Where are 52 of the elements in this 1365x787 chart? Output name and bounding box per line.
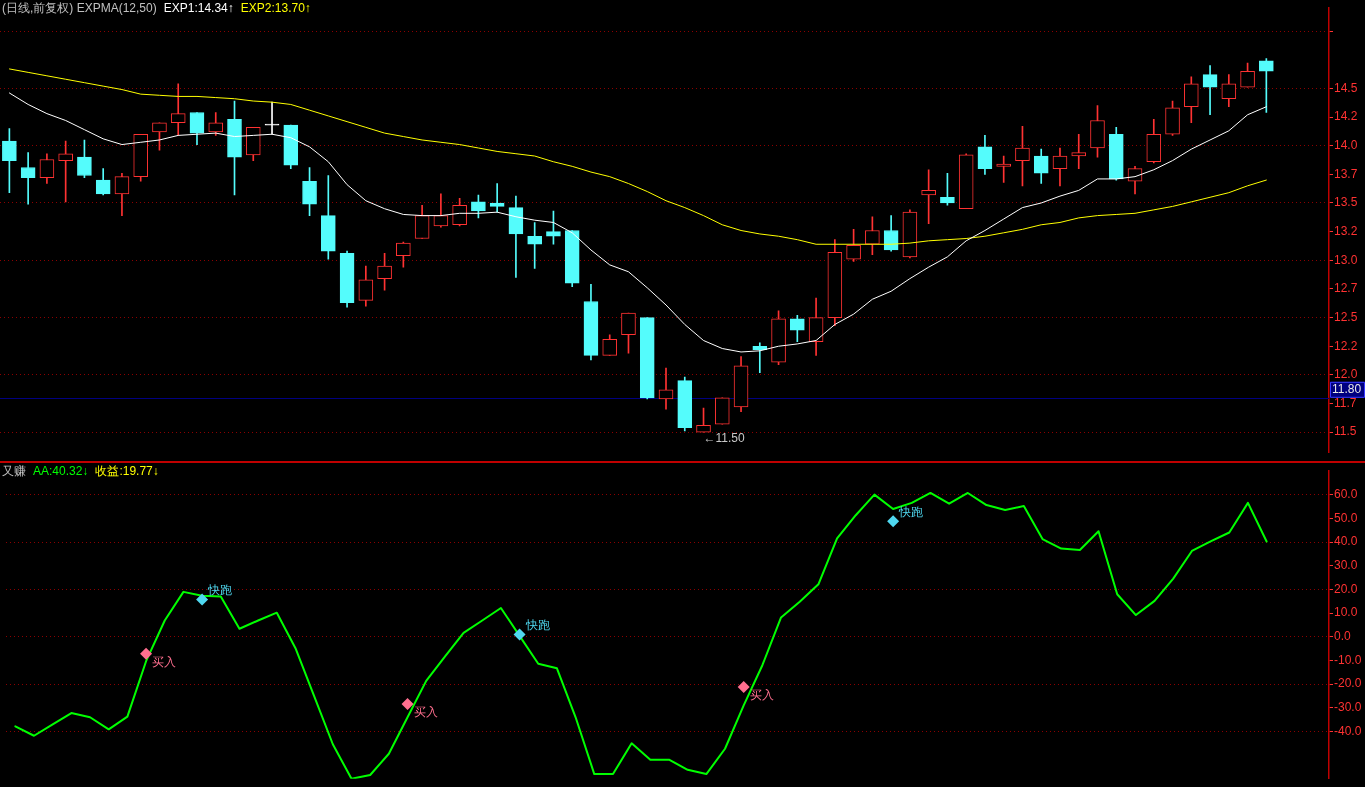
candlestick xyxy=(170,83,186,136)
point xyxy=(196,593,209,606)
point xyxy=(140,647,153,660)
candlestick xyxy=(527,222,543,269)
annotation: 收益:19.77↓ xyxy=(95,464,159,478)
text: 快跑 xyxy=(525,617,550,632)
y-tick-label: 14.5 xyxy=(1334,80,1358,95)
y-tick-label: 13.7 xyxy=(1334,166,1358,181)
y-tick-label: 40.0 xyxy=(1334,534,1358,549)
y-tick-label: 13.0 xyxy=(1334,252,1358,267)
chart-title: 又赚 xyxy=(2,464,26,478)
candlestick xyxy=(658,367,674,410)
candlestick xyxy=(996,155,1012,183)
series-label: 快跑 xyxy=(898,504,924,519)
y-tick-label: 13.5 xyxy=(1334,195,1358,210)
y-tick-label: 12.7 xyxy=(1334,281,1358,296)
text: EXP1:14.34↑ xyxy=(163,1,234,15)
y-tick-label: 20.0 xyxy=(1334,581,1358,596)
point xyxy=(513,628,526,641)
candlestick xyxy=(264,101,280,135)
y-tick-label: 12.5 xyxy=(1334,309,1358,324)
point xyxy=(887,515,900,528)
text: 买入 xyxy=(413,705,438,720)
text: AA:40.32↓ xyxy=(33,464,89,478)
text: 快跑 xyxy=(208,582,233,597)
y-tick-label: -30.0 xyxy=(1334,700,1362,715)
text: 买入 xyxy=(749,688,774,703)
y-tick-label: 30.0 xyxy=(1334,558,1358,573)
text: EXP2:13.70↑ xyxy=(240,1,311,15)
y-tick-label: 10.0 xyxy=(1334,605,1358,620)
candlestick xyxy=(752,342,768,373)
y-tick-label: -10.0 xyxy=(1334,652,1362,667)
y-tick-label: -20.0 xyxy=(1334,676,1362,691)
y-tick-label: 12.0 xyxy=(1334,367,1358,382)
y-tick-label: 12.2 xyxy=(1334,338,1358,353)
series-label: 买入 xyxy=(152,654,177,669)
annotation: ←11.50 xyxy=(703,431,745,446)
y-tick-label: 14.0 xyxy=(1334,138,1358,153)
point xyxy=(401,698,414,711)
candlestick xyxy=(20,152,36,205)
chart-title: (日线,前复权) EXPMA(12,50) xyxy=(2,1,157,15)
y-tick-label: 11.5 xyxy=(1334,424,1357,439)
y-tick-label: 11.7 xyxy=(1334,395,1357,410)
point xyxy=(737,680,750,693)
y-tick-label: 13.2 xyxy=(1334,223,1358,238)
y-tick-label: 60.0 xyxy=(1334,487,1358,502)
y-tick-label: 0.0 xyxy=(1334,629,1352,644)
y-tick-label: 14.2 xyxy=(1334,109,1358,124)
candlestick xyxy=(1071,133,1087,169)
ref-line-label: 11.80 xyxy=(1332,382,1362,397)
y-tick-label: 50.0 xyxy=(1334,510,1358,525)
y-tick-label: -40.0 xyxy=(1334,723,1362,738)
